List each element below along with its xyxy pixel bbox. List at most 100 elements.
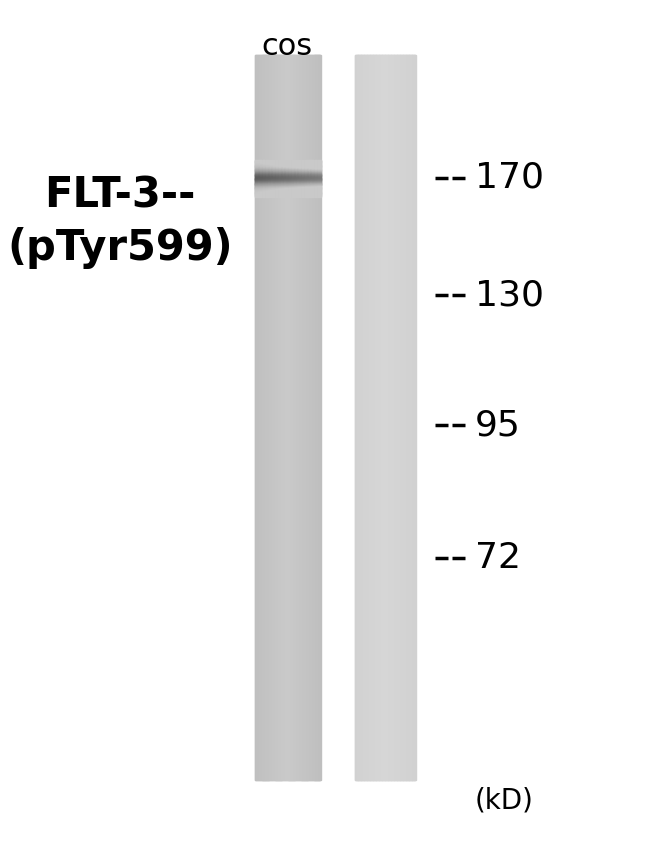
Bar [291, 175, 294, 176]
Bar [281, 189, 285, 190]
Bar [255, 181, 259, 182]
Bar [271, 188, 275, 189]
Bar [284, 191, 288, 192]
Bar [291, 171, 294, 172]
Bar [294, 55, 296, 780]
Bar [281, 163, 285, 164]
Bar [358, 55, 359, 780]
Bar [268, 184, 272, 185]
Bar [313, 195, 317, 196]
Bar [397, 55, 398, 780]
Bar [270, 55, 271, 780]
Bar [304, 180, 307, 181]
Bar [290, 55, 291, 780]
Bar [297, 180, 301, 181]
Bar [284, 169, 288, 170]
Bar [283, 55, 284, 780]
Bar [263, 55, 264, 780]
Bar [310, 176, 314, 177]
Bar [281, 180, 285, 181]
Bar [385, 55, 386, 780]
Bar [310, 160, 314, 161]
Bar [289, 55, 291, 780]
Bar [284, 178, 288, 179]
Bar [300, 170, 304, 171]
Bar [287, 179, 291, 180]
Bar [297, 184, 301, 185]
Bar [271, 161, 275, 162]
Bar [313, 167, 317, 168]
Bar [317, 189, 320, 190]
Bar [274, 182, 278, 183]
Bar [284, 176, 288, 177]
Bar [317, 177, 320, 178]
Bar [317, 180, 320, 181]
Bar [265, 55, 266, 780]
Bar [275, 55, 276, 780]
Bar [297, 167, 301, 168]
Bar [258, 168, 262, 169]
Bar [278, 169, 281, 170]
Bar [268, 182, 272, 183]
Bar [265, 171, 268, 172]
Bar [317, 194, 320, 195]
Bar [304, 190, 307, 191]
Bar [313, 184, 317, 185]
Bar [258, 172, 262, 173]
Bar [297, 189, 301, 190]
Bar [317, 165, 320, 166]
Bar [291, 187, 294, 188]
Bar [304, 182, 307, 183]
Text: (pTyr599): (pTyr599) [7, 227, 233, 269]
Bar [271, 191, 275, 192]
Bar [261, 184, 265, 185]
Bar [300, 188, 304, 189]
Text: cos: cos [261, 32, 313, 61]
Bar [284, 172, 288, 173]
Bar [274, 188, 278, 189]
Bar [361, 55, 362, 780]
Bar [304, 55, 306, 780]
Bar [274, 171, 278, 172]
Bar [307, 176, 311, 177]
Bar [294, 175, 298, 176]
Bar [284, 195, 288, 196]
Bar [391, 55, 393, 780]
Bar [291, 177, 294, 178]
Bar [271, 179, 275, 180]
Bar [271, 175, 275, 176]
Bar [268, 187, 272, 188]
Bar [281, 188, 285, 189]
Bar [304, 195, 307, 196]
Bar [294, 172, 298, 173]
Bar [291, 194, 294, 195]
Bar [291, 180, 294, 181]
Bar [304, 182, 307, 183]
Bar [303, 55, 304, 780]
Bar [258, 167, 262, 168]
Text: 170: 170 [475, 161, 544, 195]
Bar [317, 191, 320, 192]
Bar [300, 179, 304, 180]
Bar [281, 183, 285, 184]
Bar [265, 168, 268, 169]
Bar [307, 55, 308, 780]
Bar [307, 169, 311, 170]
Bar [287, 174, 291, 175]
Bar [291, 55, 292, 780]
Bar [287, 176, 291, 177]
Bar [291, 162, 294, 163]
Bar [265, 175, 268, 176]
Bar [392, 55, 393, 780]
Bar [281, 172, 285, 173]
Bar [255, 193, 259, 194]
Bar [297, 185, 301, 186]
Bar [297, 184, 301, 185]
Bar [300, 164, 304, 165]
Bar [269, 55, 270, 780]
Bar [271, 194, 275, 195]
Bar [255, 187, 259, 188]
Bar [281, 169, 285, 170]
Bar [284, 180, 288, 181]
Bar [265, 184, 268, 185]
